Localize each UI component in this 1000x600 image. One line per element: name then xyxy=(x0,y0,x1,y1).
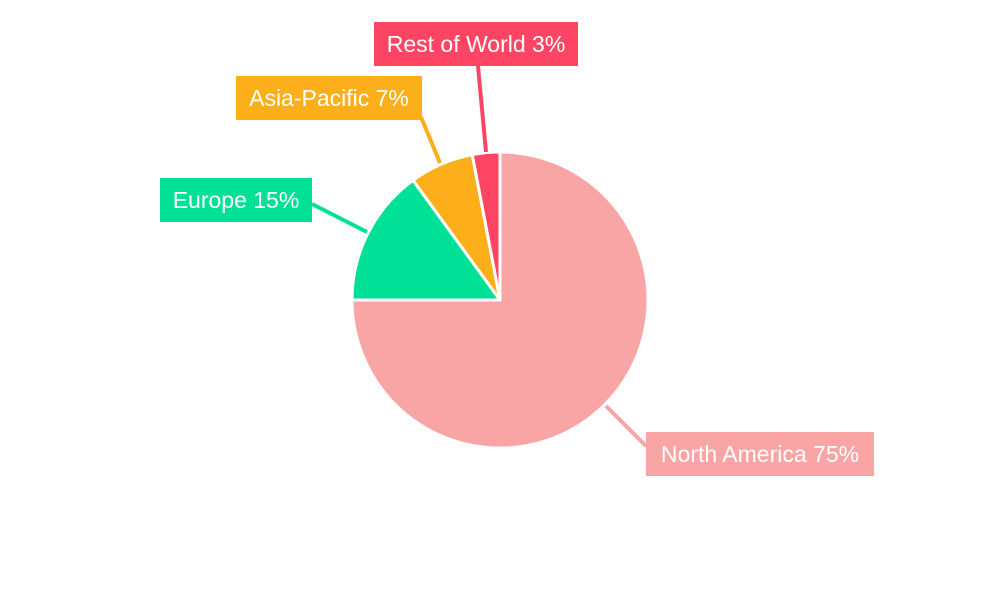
leader-line xyxy=(419,116,442,164)
data-label: Asia-Pacific 7% xyxy=(249,85,409,111)
data-label-box xyxy=(160,178,312,222)
data-label: Rest of World 3% xyxy=(387,31,566,57)
data-label-box xyxy=(646,432,874,476)
data-label: Europe 15% xyxy=(173,187,300,213)
pie-labels: North America 75% Europe 15% Asia-Pacific … xyxy=(160,22,874,476)
leader-line xyxy=(311,202,368,234)
pie-slices xyxy=(350,150,650,450)
data-label: North America 75% xyxy=(661,441,859,467)
pie-slice-europe[interactable] xyxy=(350,178,502,302)
data-label-box xyxy=(236,76,422,120)
pie-slice-rest-of-world[interactable] xyxy=(470,150,502,302)
leader-line xyxy=(604,404,648,448)
data-label-box xyxy=(374,22,578,66)
leader-line xyxy=(476,65,488,153)
